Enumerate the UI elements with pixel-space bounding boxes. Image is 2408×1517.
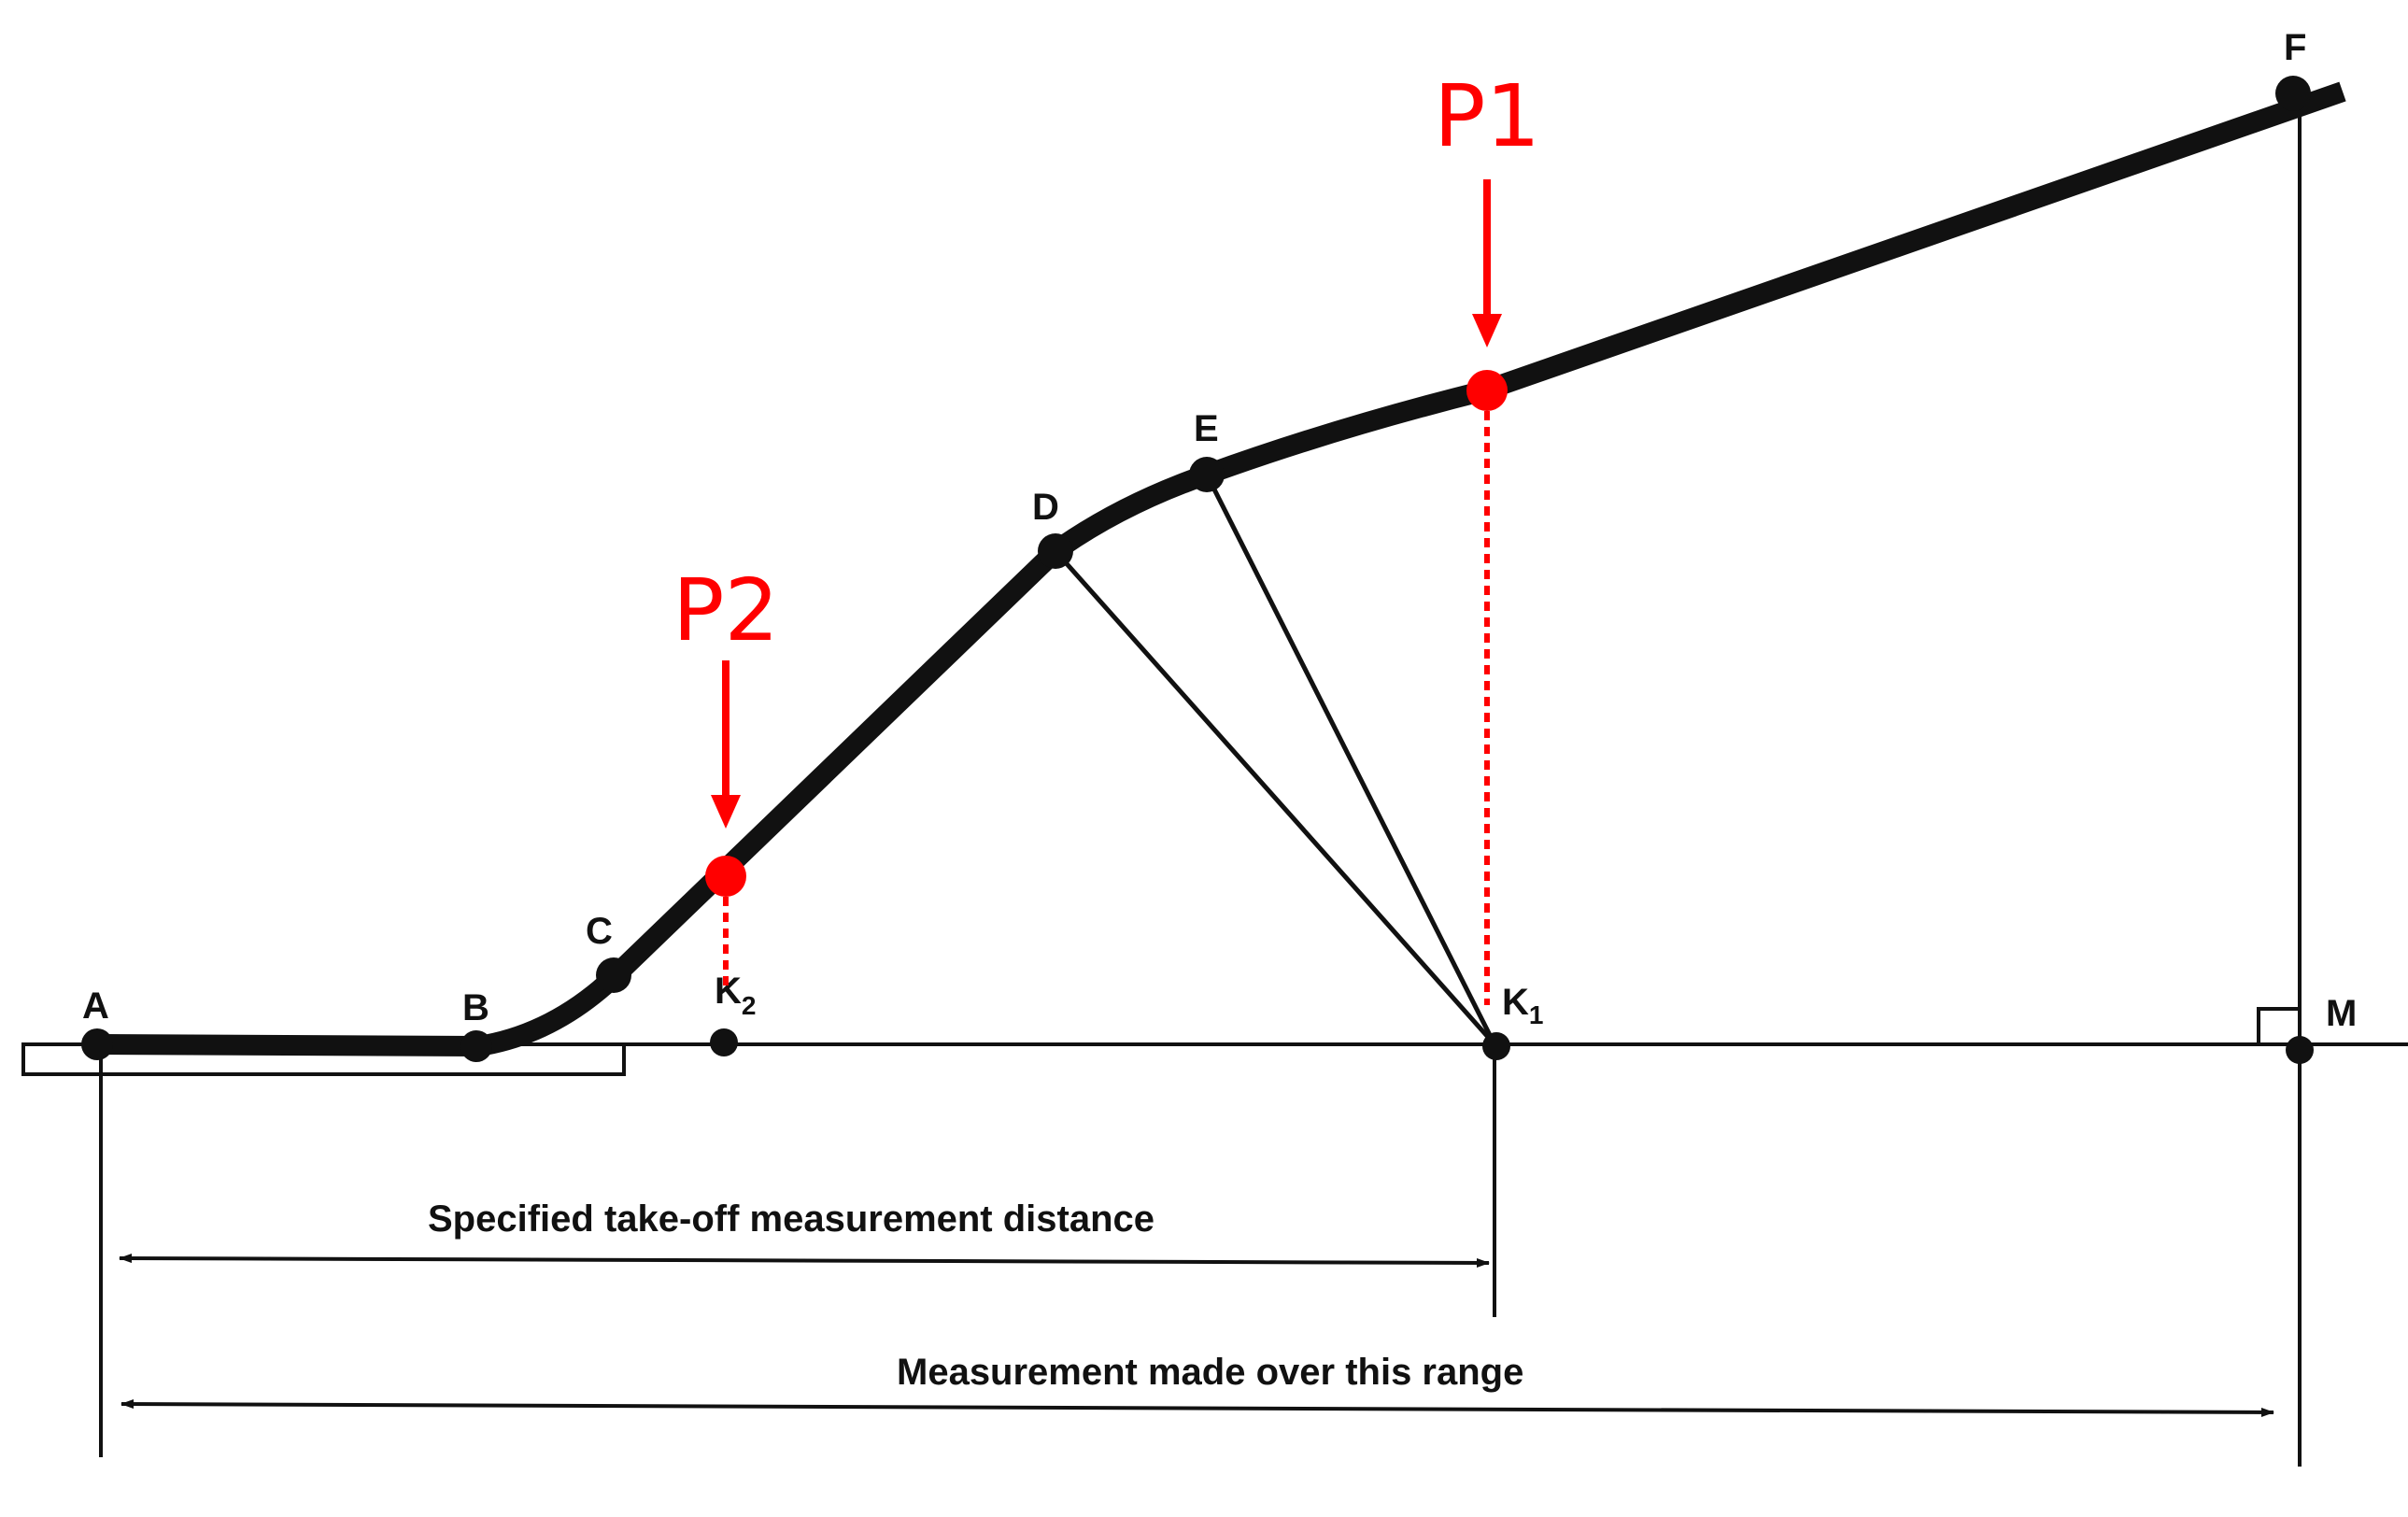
p1-label: P1	[1434, 66, 1540, 166]
takeoff-distance-arrow	[119, 1254, 1490, 1268]
point-k2-dot	[710, 1028, 738, 1056]
measurement-range-arrow	[120, 1399, 2274, 1417]
label-k2-sub: 2	[742, 991, 757, 1020]
point-b-dot	[460, 1030, 492, 1062]
line-e-k1	[1204, 473, 1497, 1046]
measurement-range-label: Measurement made over this range	[897, 1352, 1523, 1393]
label-m: M	[2326, 993, 2357, 1034]
label-d: D	[1032, 487, 1059, 528]
label-k2: K2	[715, 971, 756, 1020]
point-k1-dot	[1482, 1032, 1510, 1060]
p1-arrow-head	[1472, 314, 1502, 347]
p2-arrow-head	[711, 795, 741, 829]
label-b: B	[462, 987, 489, 1028]
point-e-dot	[1189, 457, 1225, 492]
label-k1: K1	[1502, 982, 1543, 1029]
label-k1-main: K	[1502, 982, 1529, 1023]
point-f-dot	[2275, 76, 2311, 111]
label-f: F	[2284, 27, 2306, 68]
point-d-dot	[1038, 533, 1073, 569]
p1-dot	[1466, 370, 1508, 411]
label-k1-sub: 1	[1529, 1000, 1544, 1029]
line-d-k1	[1054, 549, 1496, 1046]
label-e: E	[1194, 408, 1219, 449]
point-c-dot	[596, 957, 631, 993]
p2-dot	[705, 856, 746, 897]
hill-profile	[100, 81, 2346, 1056]
p2-label: P2	[673, 560, 779, 660]
right-angle-marker	[2257, 1007, 2300, 1044]
label-c: C	[586, 911, 613, 952]
point-a-dot	[81, 1028, 113, 1060]
label-a: A	[82, 985, 109, 1027]
point-m-dot	[2286, 1036, 2314, 1064]
takeoff-distance-label: Specified take-off measurement distance	[428, 1198, 1154, 1240]
